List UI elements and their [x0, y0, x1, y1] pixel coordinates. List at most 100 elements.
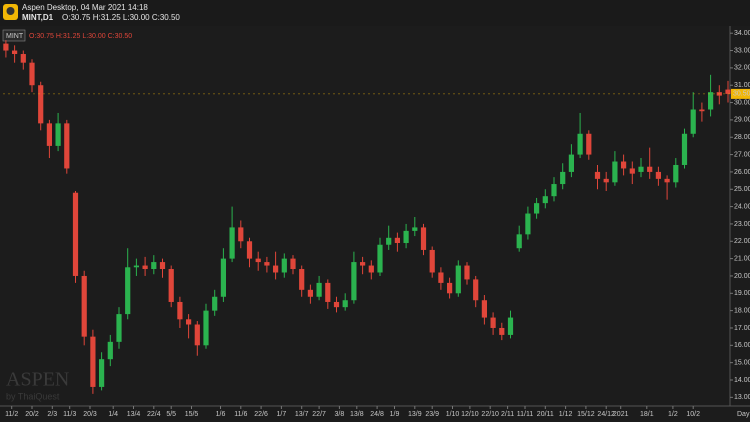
- app-title: Aspen Desktop, 04 Mar 2021 14:18: [22, 3, 148, 12]
- candle-body: [142, 265, 148, 270]
- candle-body: [708, 92, 714, 110]
- candle-body: [38, 85, 44, 124]
- y-tick-label: 16.00: [734, 342, 750, 349]
- y-tick-label: 21.00: [734, 255, 750, 262]
- candle-body: [55, 123, 61, 146]
- candle-body: [81, 275, 87, 337]
- candle-body: [551, 184, 557, 197]
- x-tick-label: 13/8: [350, 411, 364, 418]
- ohlc-label: O:30.75 H:31.25 L:30.00 C:30.50: [29, 33, 132, 40]
- last-price-box: [731, 88, 750, 99]
- candle-body: [107, 341, 113, 360]
- x-tick-label: 10/2: [686, 411, 700, 418]
- symbol-box: [2, 29, 26, 42]
- candle-body: [186, 319, 192, 325]
- candle-body: [664, 178, 670, 183]
- candle-body: [699, 109, 705, 112]
- x-tick-label: 24/12: [597, 411, 615, 418]
- timeframe-box[interactable]: [735, 408, 749, 420]
- candle-body: [72, 192, 79, 276]
- y-tick-label: 24.00: [734, 203, 750, 210]
- symbol-line: MINT,D1: [22, 13, 54, 22]
- x-tick-label: 13/7: [295, 411, 309, 418]
- x-tick-label: 11/6: [234, 411, 247, 418]
- y-tick-label: 29.00: [734, 117, 750, 124]
- candle-body: [516, 234, 522, 249]
- candle-body: [46, 123, 52, 146]
- y-tick-label: 18.00: [734, 307, 750, 314]
- x-tick-label: 18/1: [640, 411, 654, 418]
- candle-body: [325, 282, 331, 302]
- y-tick-label: 26.00: [734, 169, 750, 176]
- y-tick-label: 14.00: [734, 377, 750, 384]
- x-tick-label: 1/7: [277, 411, 287, 418]
- candle-body: [612, 161, 618, 183]
- candle-body: [3, 43, 9, 51]
- x-tick-label: 20/11: [537, 411, 554, 418]
- candle-body: [133, 265, 139, 268]
- candle-body: [490, 317, 496, 328]
- candle-body: [594, 171, 601, 179]
- candle-body: [403, 230, 409, 244]
- y-tick-label: 28.00: [734, 134, 750, 141]
- header-bar: [0, 0, 750, 26]
- x-tick-label: 5/5: [166, 411, 176, 418]
- candle-body: [99, 359, 105, 387]
- x-tick-label: 1/4: [108, 411, 118, 418]
- candle-body: [220, 258, 226, 297]
- candle-body: [673, 164, 679, 183]
- x-tick-label: 20/3: [83, 411, 97, 418]
- x-tick-label: 1/10: [446, 411, 460, 418]
- candle-body: [212, 296, 218, 311]
- candle-body: [429, 249, 435, 273]
- candle-body: [246, 241, 253, 259]
- candle-body: [273, 265, 279, 273]
- candle-body: [681, 133, 688, 165]
- symbol-label: MINT: [6, 33, 24, 40]
- candle-body: [238, 227, 244, 242]
- candle-body: [507, 317, 514, 335]
- x-tick-label: 2/11: [501, 411, 514, 418]
- candle-body: [177, 301, 183, 320]
- candle-body: [647, 166, 653, 172]
- x-tick-label: 12/10: [461, 411, 479, 418]
- x-tick-label: 23/9: [425, 411, 439, 418]
- candle-body: [560, 171, 566, 185]
- candle-body: [116, 314, 122, 342]
- candle-body: [725, 89, 731, 94]
- candle-body: [655, 171, 661, 179]
- candle-body: [368, 265, 374, 273]
- y-tick-label: 13.00: [734, 394, 750, 401]
- candle-body: [499, 327, 505, 335]
- candle-body: [151, 262, 157, 270]
- candle-body: [586, 133, 592, 155]
- y-tick-label: 17.00: [734, 325, 750, 332]
- plot: 13.00 14.00 15.00 16.00 17.00 18.00 19.00 20.00…: [3, 30, 750, 418]
- candle-body: [64, 123, 70, 169]
- candle-body: [12, 50, 18, 55]
- x-tick-label: 22/7: [312, 411, 326, 418]
- y-tick-label: 23.00: [734, 221, 750, 228]
- timeframe-label: Day: [737, 411, 750, 418]
- y-tick-label: 15.00: [734, 359, 750, 366]
- y-tick-label: 19.00: [734, 290, 750, 297]
- x-tick-label: 1/2: [668, 411, 678, 418]
- candle-body: [542, 196, 548, 204]
- x-tick-label: 1/6: [216, 411, 226, 418]
- y-tick-label: 25.00: [734, 186, 750, 193]
- x-tick-label: 22/4: [147, 411, 161, 418]
- candle-body: [20, 54, 26, 63]
- candle-body: [29, 62, 35, 86]
- x-tick-label: 2/3: [47, 411, 57, 418]
- x-tick-label: 22/10: [481, 411, 499, 418]
- candle-body: [455, 265, 461, 294]
- candle-body: [360, 262, 366, 266]
- candle-body: [333, 301, 340, 308]
- candle-body: [264, 262, 270, 266]
- candle-body: [603, 178, 609, 183]
- candle-body: [377, 244, 383, 273]
- candle-body: [629, 168, 635, 174]
- x-tick-label: 24/8: [370, 411, 384, 418]
- y-tick-label: 27.00: [734, 151, 750, 158]
